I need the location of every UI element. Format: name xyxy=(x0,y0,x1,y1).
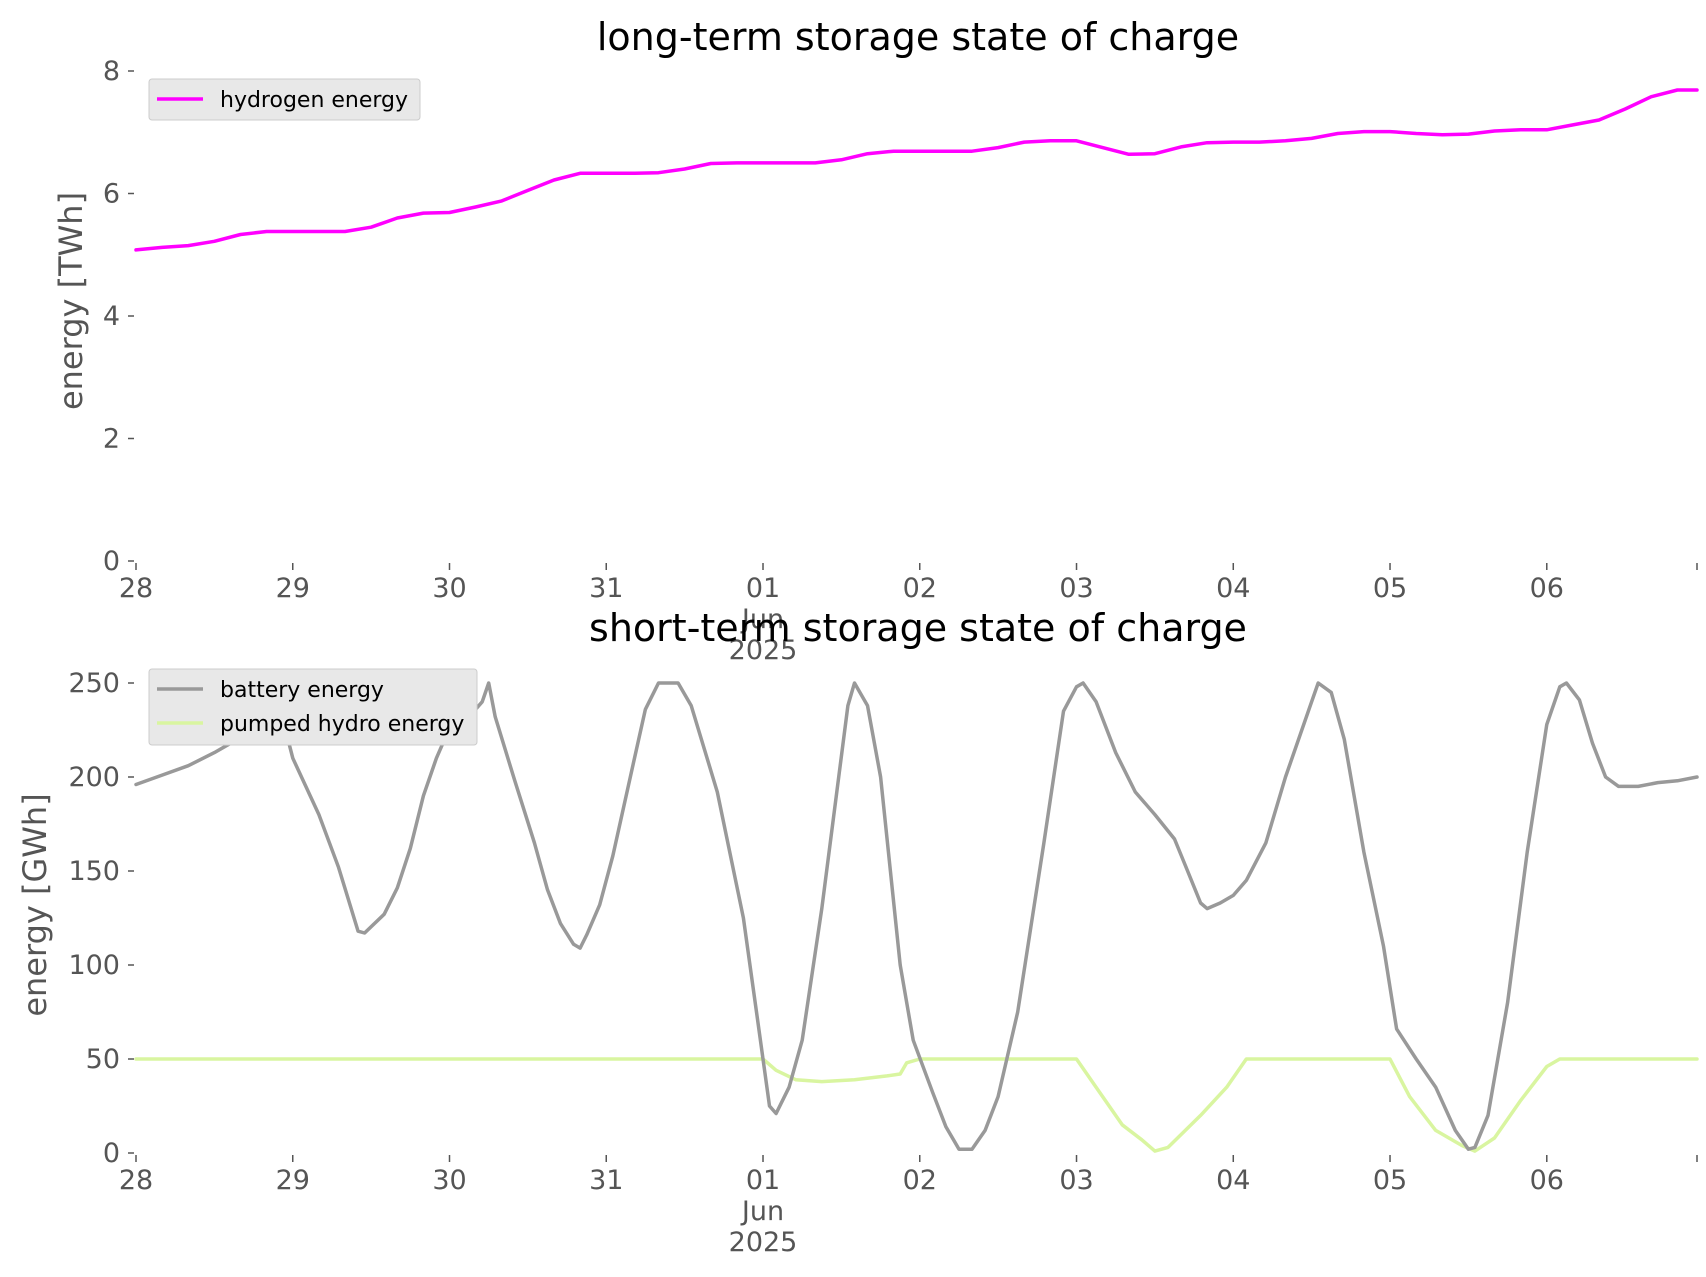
x-tick-label: 31 xyxy=(589,573,623,604)
y-tick-label: 0 xyxy=(103,546,120,577)
y-tick-label: 2 xyxy=(103,424,120,455)
legend[interactable]: battery energy pumped hydro energy xyxy=(148,668,478,746)
y-tick-label: 250 xyxy=(68,668,120,699)
chart-title: short-term storage state of charge xyxy=(589,606,1247,650)
series-group xyxy=(134,681,1699,1153)
y-tick-label: 200 xyxy=(68,762,120,793)
x-tick-label: 03 xyxy=(1059,1165,1093,1196)
y-axis-ticks: 0 50 100 150 200 250 xyxy=(68,668,134,1169)
x-tick-sublabel: Jun xyxy=(740,1196,784,1227)
y-axis-label: energy [GWh] xyxy=(16,793,54,1016)
series-line-pumped-hydro-energy xyxy=(134,1057,1699,1153)
x-tick-label: 02 xyxy=(903,573,937,604)
x-tick-sublabel: 2025 xyxy=(729,1227,798,1258)
x-tick-label: 30 xyxy=(432,573,466,604)
chart-title: long-term storage state of charge xyxy=(597,15,1239,59)
x-tick-label: 06 xyxy=(1530,573,1564,604)
y-tick-label: 0 xyxy=(103,1138,120,1169)
x-tick-sublabel: Jun xyxy=(740,604,784,635)
x-tick-label: 30 xyxy=(432,1165,466,1196)
x-tick-label: 06 xyxy=(1530,1165,1564,1196)
y-axis-label: energy [TWh] xyxy=(52,192,90,410)
x-tick-label: 04 xyxy=(1216,1165,1250,1196)
x-tick-label: 05 xyxy=(1373,1165,1407,1196)
y-tick-label: 4 xyxy=(103,301,120,332)
x-tick-label: 01 xyxy=(746,573,780,604)
y-axis-ticks: 0 2 4 6 8 xyxy=(103,56,134,577)
legend-label-pumped-hydro: pumped hydro energy xyxy=(220,712,464,737)
x-tick-label: 29 xyxy=(276,573,310,604)
legend-box xyxy=(148,668,478,746)
legend[interactable]: hydrogen energy xyxy=(148,78,421,121)
long-term-storage-chart: long-term storage state of charge energy… xyxy=(52,15,1699,666)
x-tick-label: 28 xyxy=(119,1165,153,1196)
x-tick-label: 02 xyxy=(903,1165,937,1196)
x-tick-label: 05 xyxy=(1373,573,1407,604)
x-tick-label: 01 xyxy=(746,1165,780,1196)
x-tick-label: 28 xyxy=(119,573,153,604)
y-tick-label: 6 xyxy=(103,179,120,210)
x-tick-label: 31 xyxy=(589,1165,623,1196)
x-tick-sublabel: 2025 xyxy=(729,635,798,666)
y-tick-label: 50 xyxy=(86,1044,120,1075)
series-group xyxy=(134,88,1699,252)
legend-label-hydrogen: hydrogen energy xyxy=(220,88,408,113)
legend-label-battery: battery energy xyxy=(220,678,384,703)
short-term-storage-chart: short-term storage state of charge energ… xyxy=(16,606,1699,1258)
x-tick-label: 04 xyxy=(1216,573,1250,604)
x-tick-label: 03 xyxy=(1059,573,1093,604)
y-tick-label: 100 xyxy=(68,950,120,981)
series-line-hydrogen-energy xyxy=(134,88,1699,252)
y-tick-label: 8 xyxy=(103,56,120,87)
y-tick-label: 150 xyxy=(68,856,120,887)
series-line-battery-energy xyxy=(134,681,1699,1151)
x-tick-label: 29 xyxy=(276,1165,310,1196)
legend-box xyxy=(148,78,421,121)
